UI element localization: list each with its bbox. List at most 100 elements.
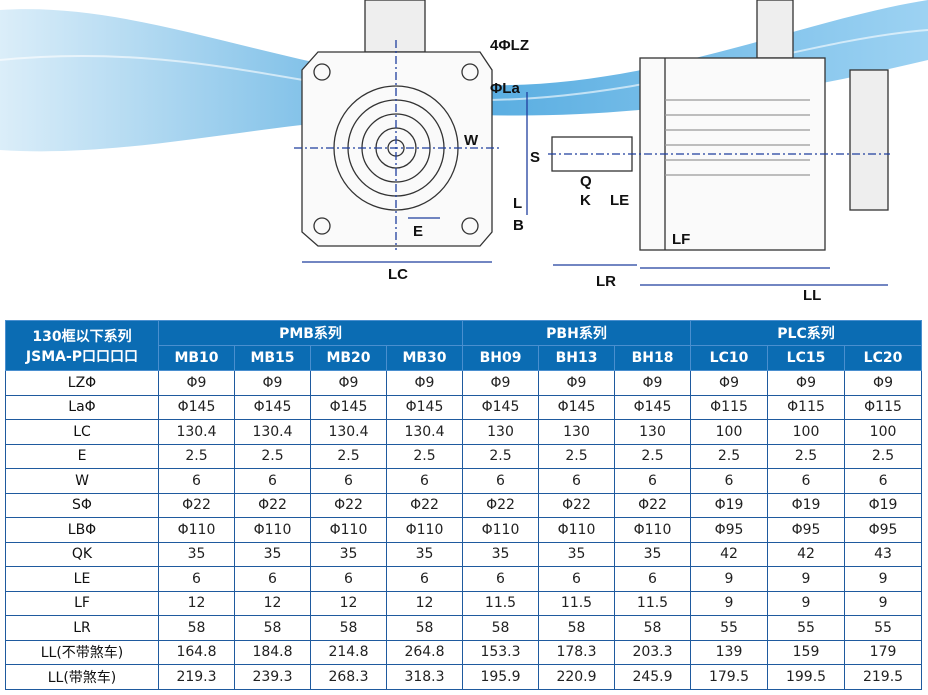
row-param-label: SΦ [5,492,159,518]
table-cell: Φ95 [767,517,846,543]
table-cell: 164.8 [158,639,235,665]
table-cell: Φ22 [310,492,387,518]
table-cell: 268.3 [310,664,387,690]
table-cell: 11.5 [462,590,539,616]
table-cell: Φ110 [462,517,539,543]
table-cell: 6 [613,566,692,592]
table-cell: 55 [690,615,769,641]
label-lc: LC [388,266,408,283]
table-row: LZΦ Φ9 Φ9 Φ9 Φ9 Φ9 Φ9 Φ9 Φ9 Φ9 Φ9 [5,370,923,396]
table-row: LE 6 6 6 6 6 6 6 9 9 9 [5,566,923,592]
label-e: E [413,223,423,240]
model-header-row: MB10 MB15 MB20 MB30 BH09 BH13 BH18 LC10 LC15 LC20 [6,345,923,371]
table-cell: 35 [538,541,615,567]
table-cell: 6 [767,468,846,494]
table-cell: Φ22 [234,492,311,518]
group-header-pbh: PBH系列 [461,320,692,346]
model-header-mb20: MB20 [310,345,387,371]
table-row: SΦ Φ22 Φ22 Φ22 Φ22 Φ22 Φ22 Φ22 Φ19 Φ19 Φ19 [5,492,923,518]
model-header-lc20: LC20 [844,345,923,371]
label-lf: LF [672,231,690,248]
table-cell: 6 [234,468,311,494]
row-param-label: LaΦ [5,394,159,420]
table-cell: 130 [462,419,539,445]
table-cell: 9 [844,566,923,592]
table-cell: Φ9 [538,370,615,396]
table-cell: Φ145 [538,394,615,420]
table-cell: Φ95 [844,517,923,543]
table-cell: Φ9 [613,370,692,396]
table-cell: 6 [844,468,923,494]
table-cell: Φ19 [844,492,923,518]
table-cell: 130.4 [310,419,387,445]
table-cell: 6 [538,566,615,592]
table-row: LF 12 12 12 12 11.5 11.5 11.5 9 9 9 [5,590,923,616]
table-cell: Φ22 [538,492,615,518]
table-cell: Φ110 [538,517,615,543]
table-cell: 2.5 [386,443,463,469]
table-cell: 6 [310,566,387,592]
table-cell: 264.8 [386,639,463,665]
table-cell: 9 [690,590,769,616]
table-cell: Φ9 [158,370,235,396]
group-header-pmb: PMB系列 [158,320,463,346]
label-le: LE [610,192,629,209]
table-cell: Φ9 [462,370,539,396]
table-row: LR 58 58 58 58 58 58 58 55 55 55 [5,615,923,641]
table-cell: 6 [386,566,463,592]
table-cell: 179.5 [690,664,769,690]
row-param-label: LL(带煞车) [5,664,159,690]
table-cell: Φ19 [690,492,769,518]
table-cell: Φ95 [690,517,769,543]
table-cell: 58 [234,615,311,641]
table-cell: 9 [767,590,846,616]
table-cell: 199.5 [767,664,846,690]
table-cell: 35 [462,541,539,567]
table-cell: 6 [462,566,539,592]
table-row: QK 35 35 35 35 35 35 35 42 42 43 [5,541,923,567]
table-cell: 219.3 [158,664,235,690]
label-w: W [464,132,479,149]
table-cell: 9 [844,590,923,616]
table-cell: 184.8 [234,639,311,665]
table-cell: 6 [158,566,235,592]
label-l: L [513,195,522,212]
table-cell: 2.5 [690,443,769,469]
table-cell: 159 [767,639,846,665]
corner-line-1: 130框以下系列 [32,328,132,345]
table-cell: 42 [767,541,846,567]
table-cell: Φ145 [613,394,692,420]
table-cell: 2.5 [158,443,235,469]
table-cell: 100 [844,419,923,445]
label-lr: LR [596,273,616,290]
table-cell: 35 [386,541,463,567]
table-cell: 55 [844,615,923,641]
table-cell: 6 [158,468,235,494]
table-cell: 6 [234,566,311,592]
table-cell: 130.4 [386,419,463,445]
table-cell: Φ22 [462,492,539,518]
table-cell: 6 [310,468,387,494]
table-cell: 100 [690,419,769,445]
table-cell: Φ110 [386,517,463,543]
table-cell: Φ110 [234,517,311,543]
table-cell: Φ22 [386,492,463,518]
model-header-bh18: BH18 [613,345,692,371]
wave-background [0,0,928,152]
side-view [526,0,890,286]
table-cell: 2.5 [767,443,846,469]
table-row: LL(带煞车) 219.3 239.3 268.3 318.3 195.9 220.9 245… [5,664,923,690]
table-cell: 11.5 [538,590,615,616]
corner-header: 130框以下系列 JSMA-P口口口口 [5,320,159,371]
label-b: B [513,217,524,234]
table-cell: 214.8 [310,639,387,665]
table-cell: 220.9 [538,664,615,690]
table-cell: Φ110 [158,517,235,543]
table-cell: Φ22 [613,492,692,518]
model-header-lc10: LC10 [690,345,769,371]
table-row: E 2.5 2.5 2.5 2.5 2.5 2.5 2.5 2.5 2.5 2.5 [5,443,923,469]
dimension-table: 130框以下系列 JSMA-P口口口口 PMB系列 PBH系列 PLC系列 MB… [5,320,923,690]
table-cell: 2.5 [462,443,539,469]
row-param-label: LL(不带煞车) [5,639,159,665]
label-k: K [580,192,591,209]
